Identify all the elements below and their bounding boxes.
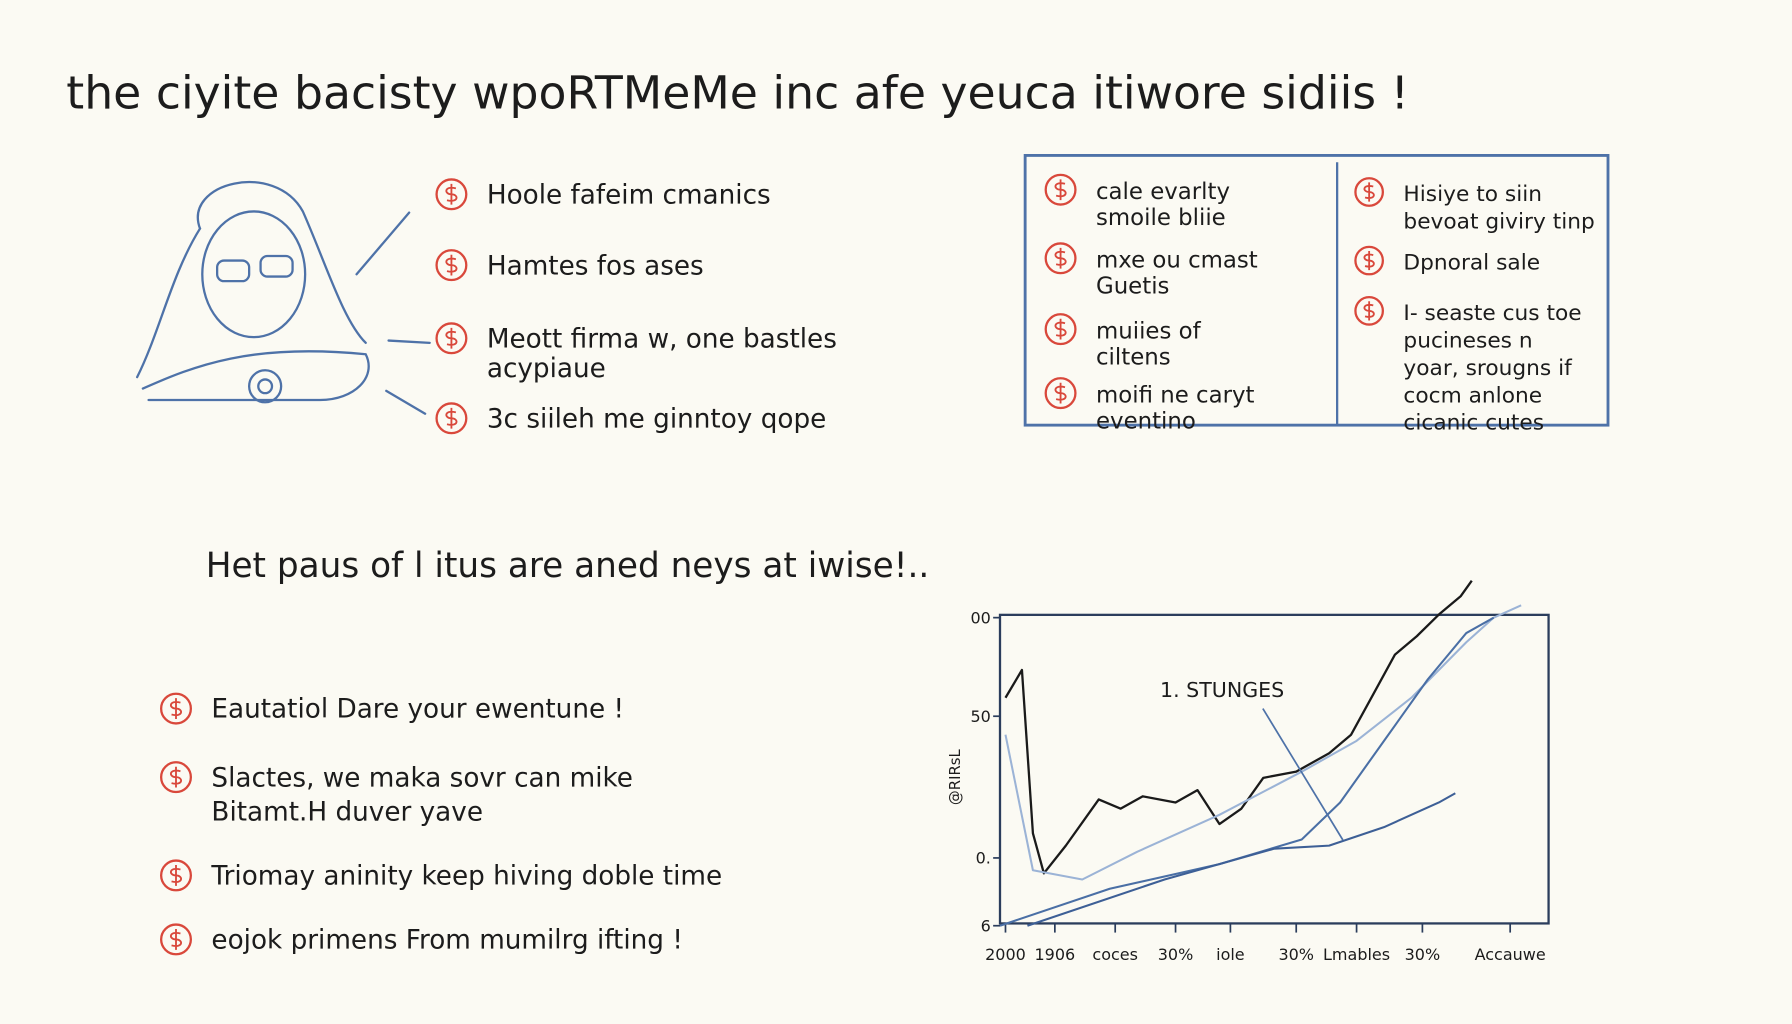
box-item: mxe ou cmast bbox=[1096, 247, 1258, 273]
dollar-icon bbox=[1044, 313, 1077, 346]
content: Hoole fafeim cmanics Hamtes fos ases Meott… bbox=[160, 173, 1595, 964]
box-item: Guetis bbox=[1096, 274, 1169, 300]
dollar-icon-mark bbox=[1054, 318, 1067, 340]
annotation-pointer bbox=[1262, 708, 1344, 841]
y-tick-label: 0. bbox=[976, 849, 991, 868]
data-line bbox=[1004, 580, 1473, 875]
person-sketch bbox=[136, 180, 431, 415]
y-tick-label: 50 bbox=[970, 707, 990, 726]
dollar-icon bbox=[160, 923, 192, 956]
dollar-icon-mark bbox=[445, 183, 458, 205]
dollar-icon-mark bbox=[170, 766, 182, 788]
data-line bbox=[999, 616, 1495, 927]
info-box bbox=[1023, 154, 1610, 427]
list-item: Triomay aninity keep hiving doble time bbox=[210, 862, 722, 892]
dollar-icon bbox=[1044, 242, 1077, 275]
box-item: bevoat giviry tinp bbox=[1403, 210, 1594, 235]
box-item: eventino bbox=[1096, 409, 1196, 435]
dollar-icon bbox=[1044, 173, 1077, 206]
y-tick-label: 6 bbox=[981, 916, 991, 935]
dollar-icon-mark bbox=[445, 327, 458, 349]
y-tick-label: 00 bbox=[970, 608, 990, 627]
dollar-icon bbox=[1354, 245, 1384, 276]
dollar-icon bbox=[160, 761, 192, 794]
dollar-icon-mark bbox=[1054, 382, 1067, 404]
x-tick-label: Lmables bbox=[1323, 945, 1390, 964]
annotation: 1. STUNGES bbox=[1160, 678, 1284, 702]
box-item: I- seaste cus toe bbox=[1403, 301, 1581, 326]
dollar-icon bbox=[160, 692, 192, 725]
dollar-icon bbox=[435, 402, 468, 435]
list-item: Hamtes fos ases bbox=[487, 251, 704, 281]
title: the ciyite bacisty wpoRTMeMe inc afe yeu… bbox=[66, 67, 1409, 120]
box-item: Dpnoral sale bbox=[1403, 251, 1540, 276]
dollar-icon-mark bbox=[1054, 247, 1067, 269]
x-tick-label: 1906 bbox=[1034, 945, 1075, 964]
subtitle: Het paus of l itus are aned neys at iwis… bbox=[206, 546, 930, 586]
dollar-icon bbox=[1044, 377, 1077, 410]
box-item: yoar, srougns if bbox=[1403, 356, 1573, 381]
x-tick-label: 30% bbox=[1278, 945, 1314, 964]
dollar-icon bbox=[435, 322, 468, 355]
dollar-icon-mark bbox=[170, 865, 182, 886]
x-tick-label: Accauwe bbox=[1475, 945, 1546, 964]
dollar-icon bbox=[1354, 296, 1384, 326]
list-item: Slactes, we maka sovr can mike bbox=[211, 763, 633, 793]
dollar-icon bbox=[160, 859, 192, 892]
dollar-icon-mark bbox=[1054, 179, 1067, 201]
box-item: cocm anlone bbox=[1403, 383, 1542, 408]
list-item: Bitamt.H duver yave bbox=[211, 798, 483, 828]
list-item: acypiaue bbox=[487, 354, 606, 384]
dollar-icon-mark bbox=[170, 929, 182, 950]
box-item: pucineses n bbox=[1403, 328, 1532, 353]
x-tick-label: 30% bbox=[1158, 945, 1194, 964]
box-item: ciltens bbox=[1096, 345, 1171, 371]
dollar-icon bbox=[435, 249, 468, 282]
box-item: cicanic cutes bbox=[1403, 411, 1544, 436]
list-item: Hoole fafeim cmanics bbox=[487, 180, 771, 210]
x-tick-label: coces bbox=[1092, 945, 1138, 964]
box-item: muiies of bbox=[1096, 318, 1202, 344]
y-axis-label: @RIRsL bbox=[946, 748, 964, 805]
list-item: 3c siileh me ginntoy qope bbox=[487, 404, 826, 434]
dollar-icon bbox=[435, 178, 468, 211]
list-item: eojok primens From mumilrg ifting ! bbox=[211, 926, 682, 956]
dollar-icon bbox=[1354, 177, 1384, 207]
box-item: Hisiye to siin bbox=[1403, 182, 1542, 207]
chart-frame bbox=[998, 613, 1550, 925]
dollar-icon-mark bbox=[445, 407, 458, 429]
dollar-icon-mark bbox=[445, 254, 458, 276]
dollar-icon-mark bbox=[1363, 182, 1375, 202]
box-item: cale evarlty bbox=[1096, 179, 1230, 205]
x-tick-label: 2000 bbox=[985, 945, 1026, 964]
dollar-icon-mark bbox=[1363, 250, 1375, 271]
box-item: moifi ne caryt bbox=[1096, 382, 1254, 408]
x-tick-label: 30% bbox=[1405, 945, 1441, 964]
box-item: smoile bliie bbox=[1096, 205, 1226, 231]
data-line bbox=[1027, 792, 1456, 927]
dollar-icon-mark bbox=[170, 698, 182, 719]
x-tick-label: iole bbox=[1216, 945, 1245, 964]
dollar-icon-mark bbox=[1363, 301, 1375, 321]
list-item: Eautatiol Dare your ewentune ! bbox=[211, 695, 624, 725]
list-item: Meott firma w, one bastles bbox=[487, 324, 837, 354]
